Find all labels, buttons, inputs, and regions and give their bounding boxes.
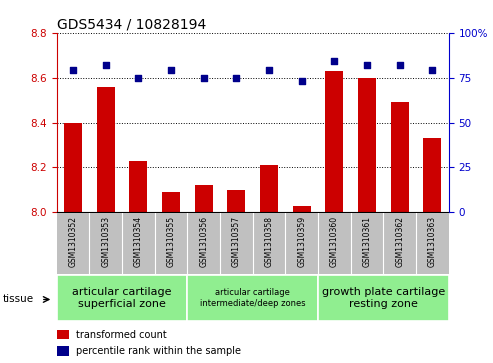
Text: GSM1310352: GSM1310352 <box>69 216 77 266</box>
Bar <box>358 78 376 212</box>
Text: GSM1310356: GSM1310356 <box>199 216 208 267</box>
Text: GSM1310362: GSM1310362 <box>395 216 404 266</box>
Bar <box>97 87 115 212</box>
Text: articular cartilage
intermediate/deep zones: articular cartilage intermediate/deep zo… <box>200 288 306 308</box>
Bar <box>57 330 69 339</box>
Bar <box>187 275 318 321</box>
Bar <box>293 205 311 212</box>
Text: GDS5434 / 10828194: GDS5434 / 10828194 <box>57 17 206 32</box>
Bar <box>57 346 69 356</box>
Point <box>363 62 371 68</box>
Bar <box>195 185 212 212</box>
Text: percentile rank within the sample: percentile rank within the sample <box>76 346 241 356</box>
Bar <box>423 138 441 212</box>
Text: GSM1310363: GSM1310363 <box>428 216 437 267</box>
Text: GSM1310359: GSM1310359 <box>297 216 306 267</box>
Bar <box>227 190 246 212</box>
Text: transformed count: transformed count <box>76 330 167 339</box>
Bar <box>57 275 187 321</box>
Text: growth plate cartilage
resting zone: growth plate cartilage resting zone <box>321 287 445 309</box>
Bar <box>64 123 82 212</box>
Point <box>135 75 142 81</box>
Bar <box>260 165 278 212</box>
Point <box>330 58 338 64</box>
Text: GSM1310354: GSM1310354 <box>134 216 143 267</box>
Bar <box>390 102 409 212</box>
Bar <box>325 71 343 212</box>
Text: GSM1310358: GSM1310358 <box>264 216 274 266</box>
Point <box>200 75 208 81</box>
Point <box>298 78 306 84</box>
Bar <box>129 161 147 212</box>
Text: articular cartilage
superficial zone: articular cartilage superficial zone <box>72 287 172 309</box>
Text: tissue: tissue <box>2 294 34 305</box>
Point <box>102 62 109 68</box>
Text: GSM1310360: GSM1310360 <box>330 216 339 267</box>
Bar <box>318 275 449 321</box>
Text: GSM1310355: GSM1310355 <box>167 216 176 267</box>
Text: GSM1310361: GSM1310361 <box>362 216 372 266</box>
Point <box>265 68 273 73</box>
Point <box>232 75 240 81</box>
Point <box>428 68 436 73</box>
Point <box>167 68 175 73</box>
Text: GSM1310357: GSM1310357 <box>232 216 241 267</box>
Point <box>396 62 404 68</box>
Point <box>69 68 77 73</box>
Text: GSM1310353: GSM1310353 <box>101 216 110 267</box>
Bar <box>162 192 180 212</box>
